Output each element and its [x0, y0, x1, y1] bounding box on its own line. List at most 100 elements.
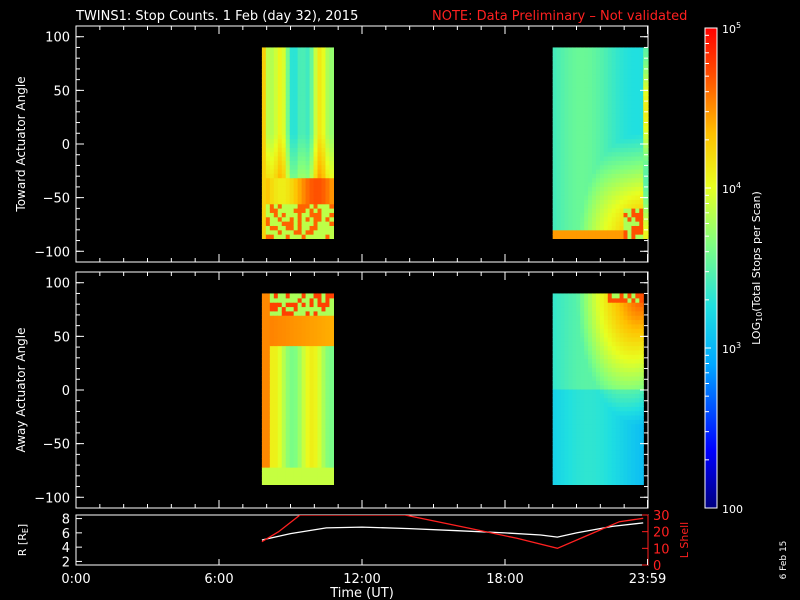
heatmap-cell [273, 432, 279, 438]
heatmap-cell [615, 108, 621, 114]
heatmap-cell [643, 186, 647, 192]
heatmap-cell [584, 441, 589, 446]
heatmap-cell [643, 225, 647, 231]
heatmap-cell [325, 302, 331, 308]
heatmap-cell [317, 319, 323, 325]
heatmap-cell [261, 77, 267, 83]
heatmap-cell [607, 471, 613, 477]
heatmap-cell [329, 467, 334, 472]
heatmap-cell [572, 375, 577, 381]
heatmap-cell [556, 414, 562, 420]
heatmap-cell [588, 393, 593, 399]
heatmap-cell [265, 406, 271, 412]
heatmap-cell [261, 177, 267, 183]
heatmap-cell [580, 173, 585, 179]
heatmap-cell [580, 445, 585, 451]
heatmap-cell [619, 64, 625, 70]
heatmap-cell [277, 332, 283, 338]
heatmap-cell [611, 155, 617, 161]
heatmap-cell [623, 151, 629, 157]
heatmap-cell [325, 147, 331, 153]
heatmap-cell [293, 458, 299, 464]
heatmap-cell [588, 47, 593, 53]
heatmap-cell [631, 51, 636, 57]
heatmap-cell [595, 147, 601, 153]
heatmap-cell [313, 51, 319, 57]
heatmap-cell [285, 47, 291, 53]
heatmap-cell [265, 125, 271, 131]
heatmap-cell [584, 393, 589, 399]
heatmap-cell [599, 354, 605, 360]
heatmap-cell [317, 138, 323, 144]
heatmap-cell [599, 454, 605, 459]
heatmap-cell [552, 69, 558, 75]
heatmap-cell [619, 306, 625, 312]
heatmap-cell [627, 64, 633, 70]
heatmap-cell [631, 332, 636, 338]
heatmap-cell [576, 173, 581, 179]
heatmap-cell [556, 142, 562, 148]
heatmap-cell [281, 319, 287, 325]
heatmap-cell [564, 181, 570, 187]
heatmap-cell [329, 293, 334, 299]
heatmap-cell [639, 142, 644, 148]
heatmap-cell [309, 234, 315, 239]
heatmap-cell [309, 112, 315, 118]
heatmap-cell [588, 116, 593, 122]
heatmap-cell [584, 73, 589, 79]
heatmap-cell [592, 310, 597, 316]
heatmap-cell [615, 151, 621, 157]
heatmap-cell [639, 47, 644, 53]
heatmap-cell [627, 328, 633, 334]
heatmap-cell [285, 367, 291, 373]
heatmap-cell [289, 336, 295, 342]
heatmap-cell [289, 173, 295, 179]
heatmap-cell [611, 302, 617, 308]
heatmap-cell [580, 354, 585, 360]
heatmap-cell [317, 82, 323, 88]
heatmap-cell [301, 151, 307, 157]
heatmap-cell [305, 73, 311, 79]
heatmap-cell [560, 423, 566, 429]
heatmap-cell [261, 336, 267, 342]
heatmap-cell [285, 480, 291, 485]
heatmap-cell [607, 414, 613, 420]
heatmap-cell [325, 95, 331, 101]
heatmap-cell [329, 297, 334, 303]
heatmap-cell [285, 90, 291, 96]
heatmap-cell [603, 414, 609, 420]
heatmap-cell [261, 293, 267, 299]
heatmap-cell [580, 384, 585, 390]
heatmap-cell [297, 427, 303, 433]
heatmap-cell [560, 371, 566, 377]
heatmap-cell [568, 384, 573, 390]
heatmap-cell [595, 95, 601, 101]
heatmap-cell [325, 60, 331, 66]
heatmap-cell [580, 310, 585, 316]
heatmap-cell [329, 401, 334, 407]
heatmap-cell [293, 103, 299, 109]
heatmap-cell [639, 64, 644, 70]
ytick-label: 50 [53, 84, 70, 99]
heatmap-cell [313, 181, 319, 187]
heatmap-cell [277, 181, 283, 187]
heatmap-cell [285, 414, 291, 420]
heatmap-cell [588, 112, 593, 118]
ytick-label: −50 [43, 438, 70, 453]
heatmap-cell [301, 199, 307, 205]
heatmap-cell [611, 410, 617, 416]
heatmap-cell [635, 129, 640, 135]
heatmap-cell [564, 203, 570, 209]
heatmap-cell [265, 332, 271, 338]
heatmap-cell [576, 341, 581, 347]
heatmap-cell [269, 388, 275, 394]
heatmap-cell [572, 336, 577, 342]
heatmap-cell [293, 64, 299, 70]
heatmap-cell [321, 297, 327, 303]
heatmap-cell [301, 358, 307, 364]
heatmap-cell [261, 56, 267, 62]
heatmap-cell [588, 51, 593, 57]
heatmap-cell [580, 471, 585, 477]
heatmap-cell [564, 164, 570, 170]
